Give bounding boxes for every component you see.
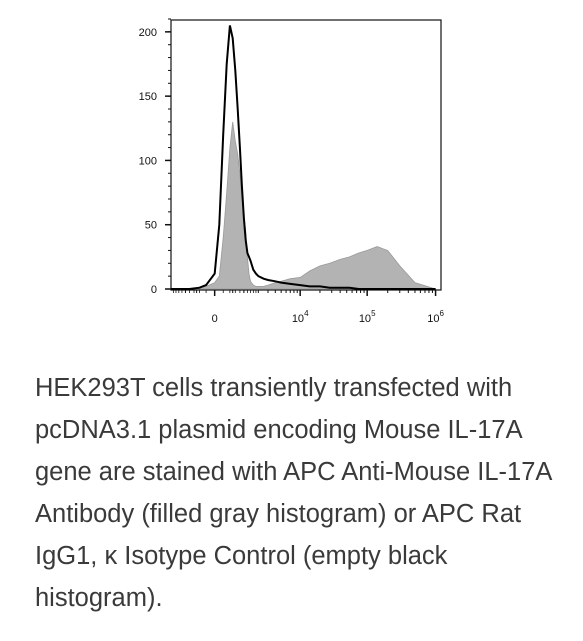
series-outline-histogram [171,25,436,290]
series-layer [171,25,436,290]
figure-caption: HEK293T cells transiently transfected wi… [35,374,551,612]
y-tick-label: 100 [139,155,157,167]
y-tick-label: 150 [139,91,157,103]
x-tick-exponent: 4 [304,309,309,318]
x-axis: 0 104 105 106 [172,290,444,325]
x-tick-label: 0 [212,313,218,325]
x-tick-label: 105 [359,309,376,325]
plot-frame [170,19,442,291]
y-tick-label: 50 [145,220,157,232]
x-tick-label: 104 [292,309,309,325]
histogram-chart: 0 50 100 150 200 0 104 105 106 [139,18,444,325]
y-axis: 0 50 100 150 200 [139,18,171,296]
series-filled-histogram [171,121,436,290]
y-tick-label: 200 [139,27,157,39]
x-tick-exponent: 5 [371,309,376,318]
x-tick-label: 106 [427,309,444,325]
y-tick-label: 0 [151,284,157,296]
x-tick-exponent: 6 [439,309,444,318]
